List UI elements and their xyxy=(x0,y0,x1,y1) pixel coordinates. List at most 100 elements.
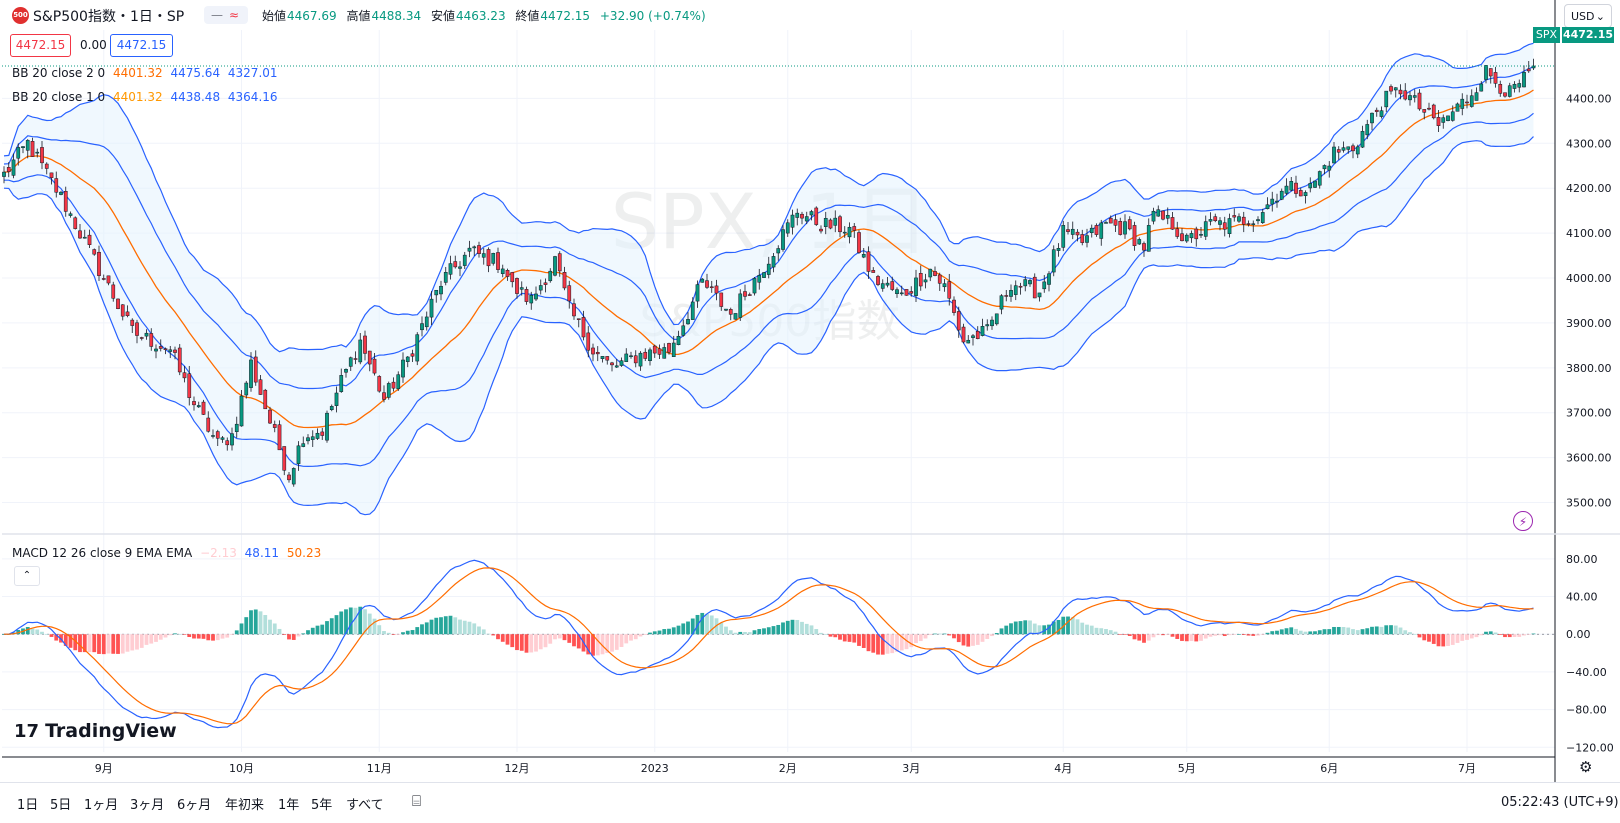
macd-histogram-bar xyxy=(567,634,572,643)
macd-histogram-bar xyxy=(415,627,420,635)
macd-histogram-bar xyxy=(515,634,519,651)
macd-histogram-bar xyxy=(771,626,776,635)
candle-body xyxy=(11,159,16,176)
symbol-title[interactable]: S&P500指数・1日・SP xyxy=(33,9,185,25)
candle-body xyxy=(1099,222,1104,239)
macd-histogram-bar xyxy=(562,634,567,641)
macd-histogram-bar xyxy=(1013,621,1018,635)
price-tick-label: 4100.00 xyxy=(1566,227,1612,240)
range-6m-button[interactable]: 6ヶ月 xyxy=(177,798,212,813)
lightning-icon[interactable]: ⚡ xyxy=(1513,511,1533,531)
candle-body xyxy=(667,343,671,353)
chart-header: 500 S&P500指数・1日・SP — ≈ 始値4467.69 高値4488.… xyxy=(0,0,1555,30)
candle-body xyxy=(681,325,686,336)
price-tick-label: 3600.00 xyxy=(1566,452,1612,465)
candle-body xyxy=(500,268,505,274)
candle-body xyxy=(752,278,757,294)
bb2-legend[interactable]: BB 20 close 2 0 4401.32 4475.64 4327.01 xyxy=(12,66,282,80)
time-tick-label: 4月 xyxy=(1054,762,1072,775)
macd-legend[interactable]: MACD 12 26 close 9 EMA EMA −2.13 48.11 5… xyxy=(12,546,325,560)
range-5d-button[interactable]: 5日 xyxy=(50,798,72,813)
candle-body xyxy=(671,342,676,357)
range-all-button[interactable]: すべて xyxy=(346,798,384,813)
candle-body xyxy=(439,285,443,295)
macd-histogram-bar xyxy=(662,629,667,635)
candle-body xyxy=(1066,229,1070,232)
macd-histogram-bar xyxy=(486,633,491,635)
clock-readout[interactable]: 05:22:43 (UTC+9) xyxy=(1501,795,1619,810)
bb1-upper: 4438.48 xyxy=(170,90,221,104)
range-1m-button[interactable]: 1ヶ月 xyxy=(84,798,119,813)
candle-body xyxy=(462,254,467,266)
macd-histogram-bar xyxy=(1460,634,1465,641)
wave-icon[interactable]: ≈ xyxy=(229,8,240,22)
range-1y-button[interactable]: 1年 xyxy=(278,798,300,813)
symbol-price-tag: SPX xyxy=(1533,27,1560,43)
time-tick-label: 6月 xyxy=(1320,762,1338,775)
macd-histogram-bar xyxy=(819,632,823,635)
macd-histogram-bar xyxy=(1417,634,1422,638)
candle-body xyxy=(823,218,828,227)
macd-histogram-bar xyxy=(1484,631,1488,635)
macd-histogram-bar xyxy=(1004,625,1009,635)
macd-histogram-bar xyxy=(1346,627,1351,635)
tradingview-logo[interactable]: 17 TradingView xyxy=(14,720,177,742)
candle-body xyxy=(363,335,367,354)
candle-body xyxy=(1503,92,1507,97)
candle-body xyxy=(1526,68,1531,72)
range-1d-button[interactable]: 1日 xyxy=(17,798,39,813)
candle-body xyxy=(1484,65,1488,80)
candle-body xyxy=(30,141,35,157)
candle-body xyxy=(78,230,82,239)
candle-body xyxy=(980,326,985,336)
macd-histogram-bar xyxy=(429,619,434,635)
chart-canvas[interactable]: SPX, 1日 S&P500指数 4400.004300.004200.0041… xyxy=(0,0,1620,782)
macd-histogram-bar xyxy=(296,634,301,637)
candle-body xyxy=(861,254,866,258)
range-ytd-button[interactable]: 年初来 xyxy=(225,798,265,813)
candle-body xyxy=(838,216,842,233)
macd-histogram-bar xyxy=(519,634,524,651)
macd-histogram-bar xyxy=(287,634,291,640)
macd-histogram-bar xyxy=(244,617,249,635)
gear-icon[interactable]: ⚙ xyxy=(1579,758,1593,776)
candle-body xyxy=(491,253,496,264)
macd-histogram-bar xyxy=(339,611,344,635)
bb-upper2-line xyxy=(3,42,1534,353)
candle-body xyxy=(776,248,781,254)
candle-body xyxy=(952,299,956,313)
collapse-legend-button[interactable]: ⌃ xyxy=(14,566,40,586)
macd-histogram-bar xyxy=(1218,634,1222,636)
candle-body xyxy=(182,372,187,379)
range-5y-button[interactable]: 5年 xyxy=(311,798,333,813)
candle-body xyxy=(1094,225,1099,235)
candle-body xyxy=(548,270,553,282)
candle-body xyxy=(1142,243,1146,251)
macd-histogram-bar xyxy=(1455,634,1460,643)
range-3m-button[interactable]: 3ヶ月 xyxy=(130,798,165,813)
minus-icon[interactable]: — xyxy=(211,8,223,22)
macd-histogram-bar xyxy=(923,634,928,639)
sell-price-box[interactable]: 4472.15 xyxy=(10,34,71,57)
candle-body xyxy=(1080,234,1085,243)
currency-select[interactable]: USD ⌄ xyxy=(1564,4,1612,28)
header-toggle-group[interactable]: — ≈ xyxy=(204,6,248,24)
sp500-logo-icon[interactable]: 500 xyxy=(12,7,29,24)
candle-body xyxy=(576,318,581,320)
macd-histogram-bar xyxy=(866,634,871,652)
bb1-legend[interactable]: BB 20 close 1 0 4401.32 4438.48 4364.16 xyxy=(12,90,282,104)
buy-price-box[interactable]: 4472.15 xyxy=(110,34,173,57)
candle-body xyxy=(1460,98,1465,109)
currency-label: USD xyxy=(1571,10,1595,23)
candle-body xyxy=(937,274,942,284)
candle-body xyxy=(781,229,785,250)
macd-histogram-bar xyxy=(310,627,315,635)
candle-body xyxy=(1213,216,1218,222)
calendar-range-icon[interactable]: ⌸ xyxy=(412,792,422,810)
candle-body xyxy=(1436,117,1441,126)
candle-body xyxy=(1488,68,1493,77)
macd-histogram-bar xyxy=(439,617,443,635)
macd-histogram-bar xyxy=(1503,634,1507,638)
candle-body xyxy=(230,433,234,446)
macd-histogram-bar xyxy=(496,634,500,640)
